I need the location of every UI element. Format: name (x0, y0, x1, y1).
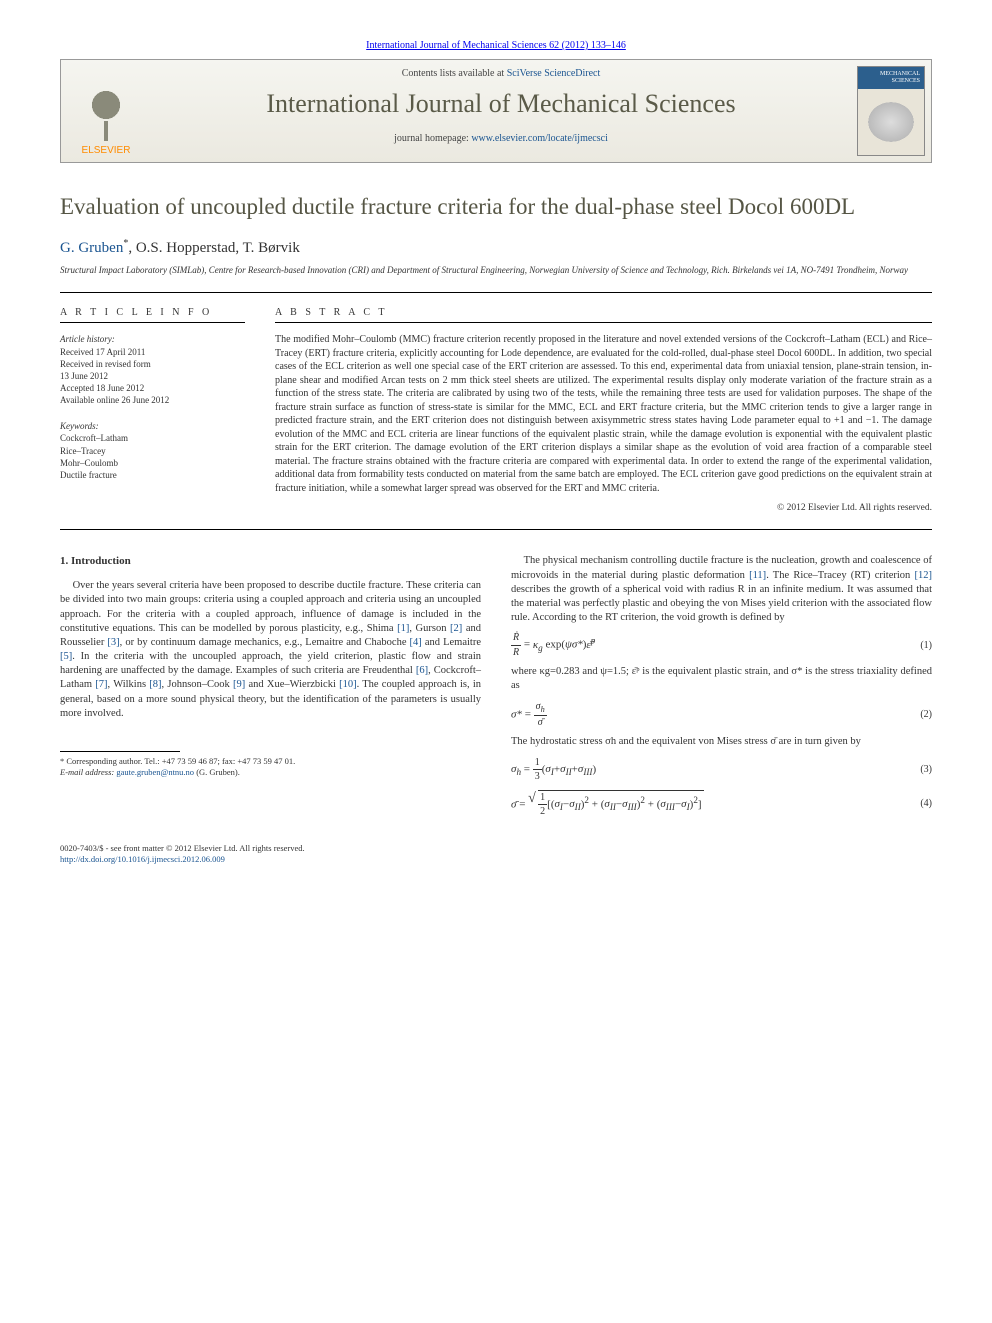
ref-link[interactable]: [8] (149, 679, 161, 690)
keyword: Ductile fracture (60, 470, 117, 480)
corresponding-footnote: * Corresponding author. Tel.: +47 73 59 … (60, 756, 481, 778)
section-title: Introduction (71, 555, 131, 567)
text-run: where κg=0.283 and ψ=1.5; ε̄ᵖ is the equ… (511, 666, 932, 691)
body-column-left: 1. Introduction Over the years several c… (60, 554, 481, 824)
email-label: E-mail address: (60, 767, 116, 777)
info-rule (60, 322, 245, 323)
issn-line: 0020-7403/$ - see front matter © 2012 El… (60, 843, 932, 854)
author-list: G. Gruben*, O.S. Hopperstad, T. Børvik (60, 238, 932, 257)
history-line: Received 17 April 2011 (60, 347, 145, 357)
abstract-rule (275, 322, 932, 323)
abstract-label: A B S T R A C T (275, 307, 932, 318)
keywords-block: Keywords: Cockcroft–Latham Rice–Tracey M… (60, 420, 245, 481)
paragraph: The physical mechanism controlling ducti… (511, 554, 932, 625)
sciencedirect-link[interactable]: SciVerse ScienceDirect (507, 68, 601, 79)
text-run: , Wilkins (108, 679, 150, 690)
article-title: Evaluation of uncoupled ductile fracture… (60, 193, 932, 222)
ref-link[interactable]: [2] (450, 623, 462, 634)
email-link[interactable]: gaute.gruben@ntnu.no (116, 767, 194, 777)
text-run: . The Rice–Tracey (RT) criterion (766, 570, 914, 581)
ref-link[interactable]: [10] (339, 679, 357, 690)
ref-link[interactable]: [6] (416, 665, 428, 676)
equation-3: σh = 13(σI+σII+σIII) (3) (511, 756, 932, 784)
keyword: Mohr–Coulomb (60, 458, 118, 468)
journal-homepage: journal homepage: www.elsevier.com/locat… (161, 133, 841, 144)
ref-link[interactable]: [5] (60, 651, 72, 662)
running-header: International Journal of Mechanical Scie… (60, 40, 932, 51)
section-number: 1. (60, 555, 68, 567)
homepage-prefix: journal homepage: (394, 133, 471, 144)
text-run: and Lemaitre (422, 637, 481, 648)
text-run: , or by continuum damage mechanics, e.g.… (120, 637, 410, 648)
publisher-label: ELSEVIER (82, 145, 131, 156)
authors-rest: , O.S. Hopperstad, T. Børvik (128, 240, 300, 256)
keyword: Cockcroft–Latham (60, 433, 128, 443)
elsevier-tree-icon (76, 81, 136, 141)
cover-thumbnail[interactable]: MECHANICAL SCIENCES (857, 66, 925, 156)
section-heading: 1. Introduction (60, 554, 481, 569)
homepage-link[interactable]: www.elsevier.com/locate/ijmecsci (471, 133, 608, 144)
ref-link[interactable]: [4] (410, 637, 422, 648)
text-run: describes the growth of a spherical void… (511, 584, 932, 623)
text-run: , Gurson (409, 623, 450, 634)
equation-number: (3) (920, 763, 932, 777)
divider-rule (60, 292, 932, 293)
paragraph: where κg=0.283 and ψ=1.5; ε̄ᵖ is the equ… (511, 665, 932, 693)
article-info-label: A R T I C L E I N F O (60, 307, 245, 318)
cover-thumbnail-block: MECHANICAL SCIENCES (851, 60, 931, 162)
equation-number: (2) (920, 708, 932, 722)
equation-number: (1) (920, 639, 932, 653)
text-run: , Johnson–Cook (162, 679, 234, 690)
ref-link[interactable]: [7] (95, 679, 107, 690)
doi-link[interactable]: http://dx.doi.org/10.1016/j.ijmecsci.201… (60, 854, 225, 864)
ref-link[interactable]: [1] (397, 623, 409, 634)
text-run: and Xue–Wierzbicki (245, 679, 339, 690)
equation-1: ṘR = κg exp(ψσ*)ε̄̇p (1) (511, 631, 932, 659)
equation-2: σ* = σhσ̄ (2) (511, 700, 932, 730)
ref-link[interactable]: [9] (233, 679, 245, 690)
journal-masthead: ELSEVIER Contents lists available at Sci… (60, 59, 932, 163)
corr-author-line: * Corresponding author. Tel.: +47 73 59 … (60, 756, 481, 767)
abstract-copyright: © 2012 Elsevier Ltd. All rights reserved… (275, 503, 932, 513)
divider-rule (60, 529, 932, 530)
keywords-label: Keywords: (60, 421, 99, 431)
contents-prefix: Contents lists available at (402, 68, 507, 79)
affiliation: Structural Impact Laboratory (SIMLab), C… (60, 265, 932, 277)
article-history: Article history: Received 17 April 2011 … (60, 333, 245, 406)
history-line: 13 June 2012 (60, 371, 108, 381)
keyword: Rice–Tracey (60, 446, 106, 456)
ref-link[interactable]: [3] (107, 637, 119, 648)
paragraph: The hydrostatic stress σh and the equiva… (511, 735, 932, 749)
history-label: Article history: (60, 334, 115, 344)
abstract-text: The modified Mohr–Coulomb (MMC) fracture… (275, 333, 932, 495)
footer-identifiers: 0020-7403/$ - see front matter © 2012 El… (60, 843, 932, 865)
contents-available: Contents lists available at SciVerse Sci… (161, 68, 841, 79)
paragraph: Over the years several criteria have bee… (60, 579, 481, 721)
ref-link[interactable]: [12] (915, 570, 933, 581)
email-who: (G. Gruben). (194, 767, 240, 777)
citation-link[interactable]: International Journal of Mechanical Scie… (366, 40, 626, 51)
footnote-rule (60, 751, 180, 752)
history-line: Available online 26 June 2012 (60, 395, 169, 405)
ref-link[interactable]: [11] (749, 570, 766, 581)
equation-4: σ̄ = 12[(σI−σII)2 + (σII−σIII)2 + (σIII−… (511, 790, 932, 819)
publisher-block: ELSEVIER (61, 60, 151, 162)
body-column-right: The physical mechanism controlling ducti… (511, 554, 932, 824)
history-line: Received in revised form (60, 359, 151, 369)
cover-thumb-label: MECHANICAL SCIENCES (858, 71, 920, 84)
author-link-gruben[interactable]: G. Gruben (60, 240, 123, 256)
journal-title: International Journal of Mechanical Scie… (161, 89, 841, 119)
history-line: Accepted 18 June 2012 (60, 383, 144, 393)
equation-number: (4) (920, 797, 932, 811)
